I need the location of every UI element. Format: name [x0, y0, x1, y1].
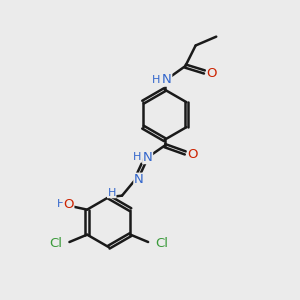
Text: H: H: [152, 75, 161, 85]
Text: Cl: Cl: [155, 237, 169, 250]
Text: N: N: [143, 151, 152, 164]
Text: N: N: [162, 73, 172, 86]
Text: O: O: [63, 197, 74, 211]
Text: H: H: [57, 199, 65, 209]
Text: O: O: [207, 67, 217, 80]
Text: H: H: [107, 188, 116, 198]
Text: Cl: Cl: [49, 237, 62, 250]
Text: H: H: [133, 152, 142, 162]
Text: O: O: [188, 148, 198, 161]
Text: N: N: [134, 173, 144, 186]
